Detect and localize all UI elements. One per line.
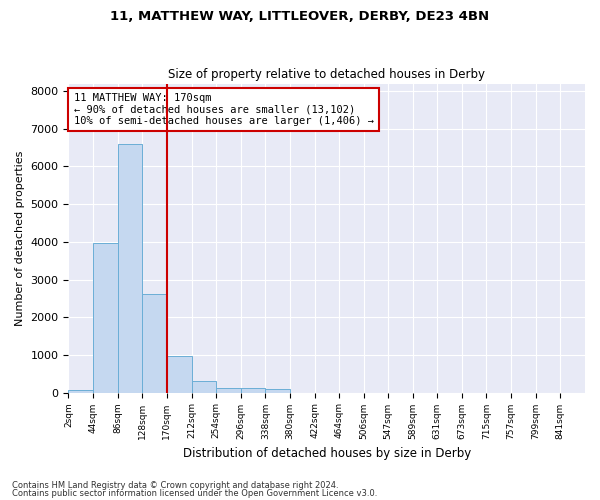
Y-axis label: Number of detached properties: Number of detached properties [15, 150, 25, 326]
Bar [265, 389, 290, 392]
Title: Size of property relative to detached houses in Derby: Size of property relative to detached ho… [168, 68, 485, 81]
Text: 11 MATTHEW WAY: 170sqm
← 90% of detached houses are smaller (13,102)
10% of semi: 11 MATTHEW WAY: 170sqm ← 90% of detached… [74, 93, 374, 126]
Text: Contains public sector information licensed under the Open Government Licence v3: Contains public sector information licen… [12, 488, 377, 498]
Bar [216, 388, 241, 392]
Text: 11, MATTHEW WAY, LITTLEOVER, DERBY, DE23 4BN: 11, MATTHEW WAY, LITTLEOVER, DERBY, DE23… [110, 10, 490, 23]
Bar [93, 242, 118, 392]
Text: Contains HM Land Registry data © Crown copyright and database right 2024.: Contains HM Land Registry data © Crown c… [12, 481, 338, 490]
Bar [118, 144, 142, 392]
Bar [241, 388, 265, 392]
Bar [167, 356, 191, 392]
Bar [191, 381, 216, 392]
Bar [68, 390, 93, 392]
X-axis label: Distribution of detached houses by size in Derby: Distribution of detached houses by size … [182, 447, 471, 460]
Bar [142, 294, 167, 392]
